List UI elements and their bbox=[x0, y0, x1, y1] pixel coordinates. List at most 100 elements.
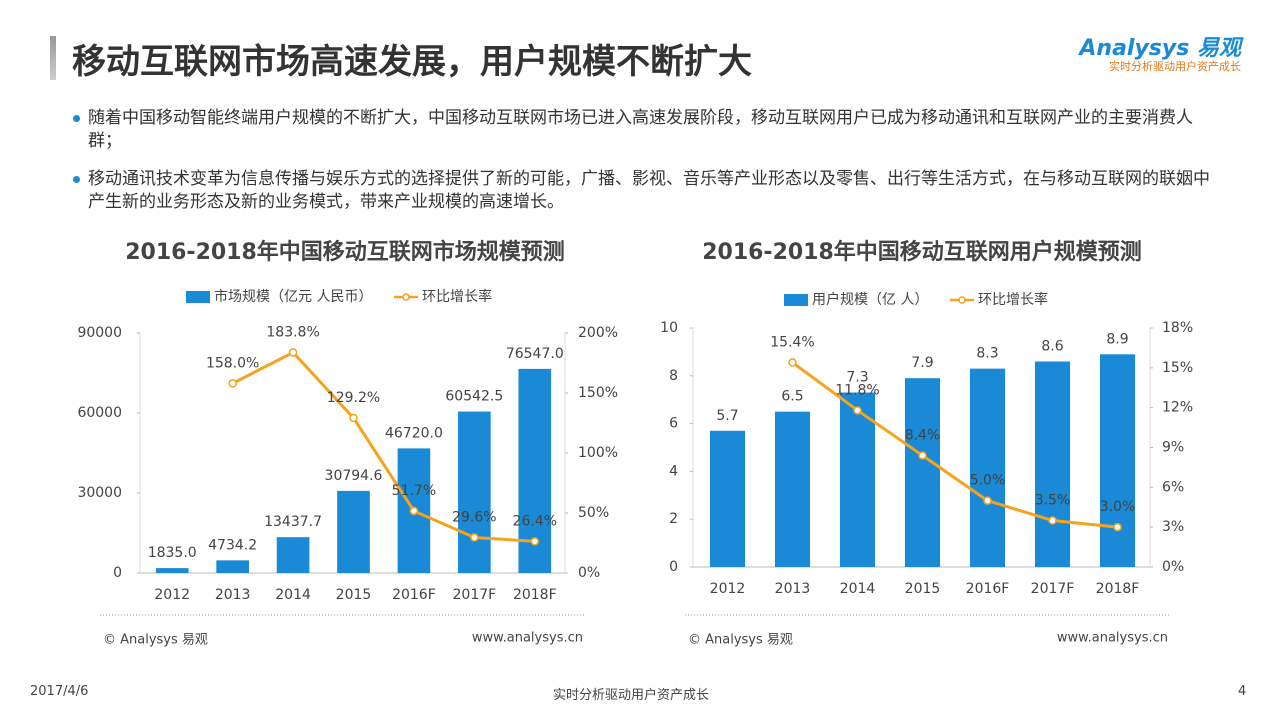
y2-tick-label: 0% bbox=[1162, 559, 1184, 575]
value-label: 8.9 bbox=[1106, 331, 1128, 347]
line-point bbox=[788, 358, 797, 367]
x-tick-label: 2018F bbox=[1096, 581, 1140, 597]
value-label: 60542.5 bbox=[445, 389, 503, 405]
value-label: 183.8% bbox=[266, 324, 319, 340]
value-label: 11.8% bbox=[835, 382, 879, 398]
value-label: 15.4% bbox=[770, 335, 814, 351]
value-label: 46720.0 bbox=[385, 425, 443, 441]
line-point bbox=[349, 413, 358, 423]
line-point bbox=[409, 506, 419, 516]
bullet: 随着中国移动智能终端用户规模的不断扩大，中国移动互联网市场已进入高速发展阶段，移… bbox=[73, 107, 1213, 153]
value-label: 29.6% bbox=[452, 509, 496, 525]
url: www.analysys.cn bbox=[1057, 631, 1168, 646]
line-point bbox=[288, 348, 298, 357]
bar bbox=[1099, 354, 1136, 567]
line-point bbox=[983, 496, 992, 505]
x-tick-label: 2013 bbox=[775, 581, 811, 597]
y2-tick-label: 50% bbox=[578, 505, 609, 521]
bar bbox=[1034, 361, 1071, 567]
y2-tick-label: 200% bbox=[578, 325, 618, 341]
bar bbox=[969, 368, 1006, 567]
y-tick-label: 30000 bbox=[77, 485, 122, 501]
value-label: 51.7% bbox=[392, 483, 436, 499]
value-label: 158.0% bbox=[206, 355, 259, 371]
page-number: 4 bbox=[1238, 684, 1247, 699]
x-tick-label: 2018F bbox=[513, 587, 557, 603]
y-tick-label: 2 bbox=[669, 511, 678, 527]
y2-tick-label: 9% bbox=[1162, 440, 1184, 456]
y2-tick-label: 12% bbox=[1162, 400, 1193, 416]
value-label: 8.3 bbox=[976, 346, 998, 362]
legend-marker bbox=[402, 293, 410, 301]
x-tick-label: 2017F bbox=[1031, 581, 1075, 597]
y2-tick-label: 15% bbox=[1162, 360, 1193, 376]
bullet: 移动通讯技术变革为信息传播与娱乐方式的选择提供了新的可能，广播、影视、音乐等产业… bbox=[73, 168, 1213, 214]
x-tick-label: 2016F bbox=[392, 587, 436, 603]
line-point bbox=[530, 537, 540, 546]
source: © Analysys 易观 bbox=[103, 633, 208, 648]
y-tick-label: 0 bbox=[669, 559, 678, 575]
line-point bbox=[470, 533, 479, 542]
value-label: 26.4% bbox=[513, 513, 557, 529]
legend-marker bbox=[958, 296, 966, 304]
x-tick-label: 2016F bbox=[966, 581, 1010, 597]
line-point bbox=[1113, 522, 1122, 532]
bar bbox=[839, 392, 876, 567]
line-point bbox=[918, 451, 927, 460]
growth-line bbox=[791, 361, 1118, 529]
x-tick-label: 2014 bbox=[840, 581, 876, 597]
legend-swatch bbox=[186, 291, 210, 303]
footer-center: 实时分析驱动用户资产成长 bbox=[553, 688, 710, 703]
value-label: 7.9 bbox=[911, 355, 933, 371]
bar bbox=[458, 411, 491, 573]
y2-tick-label: 0% bbox=[578, 565, 600, 581]
growth-line bbox=[231, 350, 535, 543]
x-tick-label: 2015 bbox=[905, 581, 941, 597]
x-tick-label: 2012 bbox=[710, 581, 746, 597]
value-label: 5.0% bbox=[970, 473, 1006, 489]
url: www.analysys.cn bbox=[472, 631, 583, 646]
x-tick-label: 2012 bbox=[154, 587, 190, 603]
bar bbox=[709, 430, 746, 567]
value-label: 76547.0 bbox=[506, 346, 564, 362]
line-point bbox=[1048, 516, 1057, 525]
x-tick-label: 2013 bbox=[215, 587, 251, 603]
logo: Analysys 易观 bbox=[1079, 36, 1241, 61]
legend-label: 市场规模（亿元 人民币） bbox=[214, 288, 372, 305]
y2-tick-label: 18% bbox=[1162, 320, 1193, 336]
y-tick-label: 10 bbox=[660, 320, 678, 336]
value-label: 1835.0 bbox=[148, 545, 197, 561]
y2-tick-label: 100% bbox=[578, 445, 618, 461]
value-label: 30794.6 bbox=[325, 468, 383, 484]
y2-tick-label: 150% bbox=[578, 385, 618, 401]
y-tick-label: 60000 bbox=[77, 405, 122, 421]
legend-label: 环比增长率 bbox=[978, 291, 1048, 308]
slide-title: 移动互联网市场高速发展，用户规模不断扩大 bbox=[72, 42, 752, 82]
legend-label: 环比增长率 bbox=[422, 288, 492, 305]
chart-title: 2016-2018年中国移动互联网用户规模预测 bbox=[702, 239, 1142, 265]
bar bbox=[337, 490, 370, 573]
y-tick-label: 0 bbox=[113, 565, 122, 581]
value-label: 129.2% bbox=[327, 390, 380, 406]
bar bbox=[774, 411, 811, 567]
y-tick-label: 6 bbox=[669, 416, 678, 432]
title-bar bbox=[50, 36, 56, 80]
y2-tick-label: 6% bbox=[1162, 479, 1184, 495]
footer-date: 2017/4/6 bbox=[30, 684, 89, 699]
y-tick-label: 90000 bbox=[77, 325, 122, 341]
value-label: 3.5% bbox=[1035, 493, 1071, 509]
line-point bbox=[228, 379, 237, 388]
line-point bbox=[853, 406, 862, 415]
value-label: 5.7 bbox=[716, 408, 738, 424]
x-tick-label: 2014 bbox=[275, 587, 311, 603]
value-label: 3.0% bbox=[1100, 499, 1136, 515]
bar bbox=[276, 537, 310, 573]
bar bbox=[904, 378, 941, 567]
source: © Analysys 易观 bbox=[688, 633, 793, 648]
x-tick-label: 2017F bbox=[453, 587, 497, 603]
legend-label: 用户规模（亿 人） bbox=[812, 291, 928, 308]
chart-title: 2016-2018年中国移动互联网市场规模预测 bbox=[125, 239, 565, 265]
value-label: 8.4% bbox=[905, 427, 941, 443]
